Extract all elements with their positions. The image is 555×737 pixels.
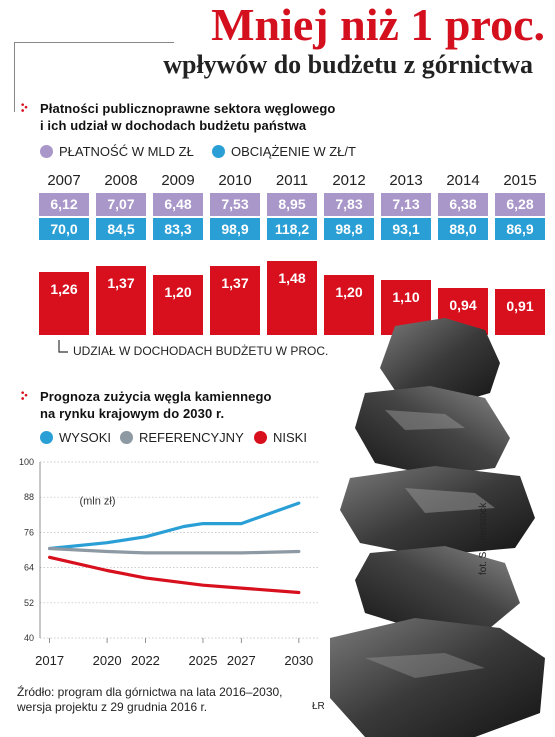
blue-dot-icon — [212, 145, 225, 158]
share-bar: 1,37 — [210, 266, 260, 335]
legend-low: NISKI — [254, 430, 307, 445]
share-note: UDZIAŁ W DOCHODACH BUDŻETU W PROC. — [73, 344, 329, 358]
section1-title: Płatności publicznoprawne sektora węglow… — [40, 100, 335, 134]
x-tick-label: 2027 — [227, 653, 256, 668]
subheadline: wpływów do budżetu z górnictwa — [163, 50, 533, 79]
series-line-referencyjny — [47, 546, 301, 555]
author-initials: ŁR — [312, 701, 325, 712]
source-line2: wersja projektu z 29 grudnia 2016 r. — [17, 700, 208, 714]
unit-label: (mln zł) — [79, 496, 115, 508]
payment-cell: 6,12 — [39, 193, 89, 216]
x-tick-label: 2020 — [93, 653, 122, 668]
legend-burden-label: OBCIĄŻENIE W ZŁ/T — [231, 144, 356, 159]
blue-dot-icon — [40, 431, 53, 444]
burden-cell: 98,9 — [210, 218, 260, 240]
year-label: 2015 — [503, 172, 537, 189]
share-bar: 1,48 — [267, 261, 317, 335]
share-bar: 1,37 — [96, 266, 146, 335]
coal-stack-image — [330, 318, 545, 737]
y-tick-label: 100 — [19, 457, 34, 467]
section-marker-icon — [21, 391, 28, 400]
legend-burden: OBCIĄŻENIE W ZŁ/T — [212, 144, 356, 159]
section2-title-line1: Prognoza zużycia węgla kamiennego — [40, 389, 272, 404]
source-note: Źródło: program dla górnictwa na lata 20… — [17, 685, 283, 715]
headline: Mniej niż 1 proc. — [211, 0, 545, 50]
payment-cell: 7,83 — [324, 193, 374, 216]
burden-cell: 88,0 — [438, 218, 488, 240]
y-tick-label: 88 — [24, 492, 34, 502]
photo-credit: fot. Shutterstock — [478, 502, 489, 575]
payment-cell: 7,53 — [210, 193, 260, 216]
year-label: 2013 — [389, 172, 423, 189]
x-tick-label: 2017 — [35, 653, 64, 668]
legend-payments-label: PŁATNOŚĆ W MLD ZŁ — [59, 144, 194, 159]
year-label: 2007 — [47, 172, 81, 189]
y-tick-label: 40 — [24, 633, 34, 643]
share-bar: 1,26 — [39, 272, 89, 335]
payment-cell: 8,95 — [267, 193, 317, 216]
share-bar: 1,20 — [153, 275, 203, 335]
section2-title: Prognoza zużycia węgla kamiennego na ryn… — [40, 388, 272, 422]
left-rule — [14, 42, 15, 112]
legend-reference: REFERENCYJNY — [120, 430, 244, 445]
payment-cell: 7,07 — [96, 193, 146, 216]
line-chart: 40 52 64 76 88 100 2017 2020 2022 2025 2027 2030 (ml… — [19, 457, 318, 668]
top-rule — [14, 42, 174, 43]
year-label: 2009 — [161, 172, 195, 189]
red-dot-icon — [254, 431, 267, 444]
burden-cell: 84,5 — [96, 218, 146, 240]
burden-cell: 98,8 — [324, 218, 374, 240]
y-tick-label: 52 — [24, 598, 34, 608]
source-line1: Źródło: program dla górnictwa na lata 20… — [17, 685, 283, 699]
year-label: 2014 — [446, 172, 480, 189]
share-bar: 0,91 — [495, 289, 545, 335]
section2-title-line2: na rynku krajowym do 2030 r. — [40, 406, 225, 421]
x-tick-label: 2022 — [131, 653, 160, 668]
burden-cell: 70,0 — [39, 218, 89, 240]
series-line-niski — [47, 555, 301, 595]
burden-cell: 93,1 — [381, 218, 431, 240]
payment-cell: 6,48 — [153, 193, 203, 216]
year-label: 2011 — [275, 172, 309, 189]
payment-cell: 6,38 — [438, 193, 488, 216]
year-label: 2012 — [332, 172, 366, 189]
year-label: 2010 — [218, 172, 252, 189]
share-bar: 1,20 — [324, 275, 374, 335]
payment-cell: 6,28 — [495, 193, 545, 216]
section1-title-line2: i ich udział w dochodach budżetu państwa — [40, 118, 307, 133]
legend-low-label: NISKI — [273, 430, 307, 445]
burden-cell: 118,2 — [267, 218, 317, 240]
burden-cell: 86,9 — [495, 218, 545, 240]
legend-high-label: WYSOKI — [59, 430, 112, 445]
legend-payments: PŁATNOŚĆ W MLD ZŁ — [40, 144, 194, 159]
section-marker-icon — [21, 103, 28, 112]
bracket-arrow-icon — [58, 340, 68, 353]
y-tick-label: 64 — [24, 563, 34, 573]
series-line-wysoki — [47, 501, 301, 551]
legend-reference-label: REFERENCYJNY — [139, 430, 244, 445]
x-tick-label: 2025 — [189, 653, 218, 668]
y-tick-label: 76 — [24, 527, 34, 537]
section1-title-line1: Płatności publicznoprawne sektora węglow… — [40, 101, 336, 116]
legend-high: WYSOKI — [40, 430, 111, 445]
x-tick-label: 2030 — [284, 653, 313, 668]
payment-cell: 7,13 — [381, 193, 431, 216]
purple-dot-icon — [40, 145, 53, 158]
burden-cell: 83,3 — [153, 218, 203, 240]
gray-dot-icon — [120, 431, 133, 444]
year-label: 2008 — [104, 172, 138, 189]
